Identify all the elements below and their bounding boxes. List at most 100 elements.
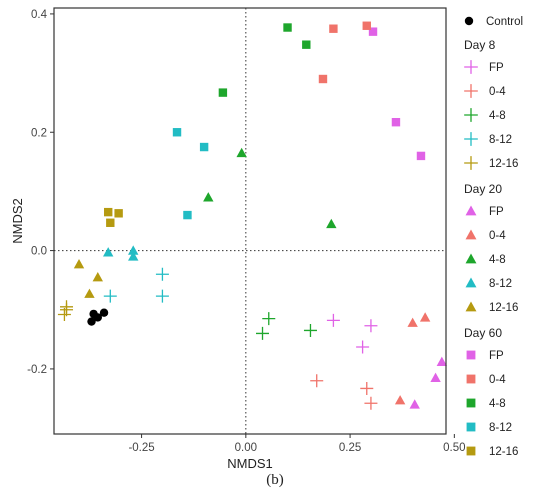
data-point [303, 323, 317, 337]
data-point [155, 289, 169, 303]
data-point [103, 247, 114, 257]
series-day-60-12-16 [104, 207, 123, 227]
data-point [84, 288, 95, 298]
legend-key [465, 253, 477, 264]
legend-item-label: 4-8 [489, 254, 506, 266]
plot-panel-border [53, 7, 447, 435]
y-tick-label: 0.0 [31, 246, 47, 258]
data-point [99, 308, 109, 317]
data-point [391, 117, 401, 127]
data-point [103, 289, 117, 303]
data-point [419, 312, 431, 322]
data-point [155, 267, 169, 281]
legend-item-label: 0-4 [489, 86, 506, 98]
legend-item-label: 4-8 [489, 398, 506, 410]
series-day-60-8-12 [172, 128, 209, 220]
legend-key [466, 350, 476, 360]
legend-group-title: Day 8 [464, 38, 496, 52]
data-point [283, 23, 292, 32]
legend-item-label: 12-16 [489, 446, 518, 458]
legend-item-label: 4-8 [489, 110, 506, 122]
data-point [104, 207, 113, 217]
series-day-60-fp [368, 27, 426, 161]
legend-item-label: FP [489, 350, 504, 362]
legend-item-label: FP [489, 206, 504, 218]
data-point [368, 27, 378, 36]
data-point [93, 313, 102, 322]
data-point [172, 128, 182, 137]
series-day-20-4-8 [203, 147, 337, 229]
data-point [407, 317, 418, 327]
data-point [60, 303, 74, 317]
data-point [326, 313, 340, 327]
data-point [318, 74, 328, 84]
legend-key [466, 374, 476, 384]
data-point [436, 356, 448, 366]
data-point [183, 210, 192, 220]
legend-key [464, 60, 478, 74]
legend-item-label: 0-4 [489, 230, 506, 242]
legend-label-control: Control [486, 16, 523, 28]
data-point [128, 245, 139, 255]
y-tick-label: 0.4 [31, 9, 48, 21]
data-point [203, 192, 214, 202]
data-point [364, 319, 378, 333]
series-day-8-0-4 [310, 374, 378, 410]
series-control [87, 308, 109, 326]
legend-key [466, 398, 476, 408]
legend-item-label: 12-16 [489, 302, 518, 314]
data-point [73, 258, 85, 269]
data-point [326, 218, 337, 229]
data-point [356, 340, 370, 354]
legend-key [464, 156, 478, 170]
series-day-20-0-4 [394, 312, 431, 405]
series-day-20-12-16 [73, 258, 103, 298]
y-axis-label: NMDS2 [10, 198, 25, 244]
legend: Control Day 8 FP 0-4 4-8 8-12 12-16 Day 20 FP 0-4… [464, 16, 523, 458]
data-point [256, 326, 270, 340]
data-point [236, 147, 247, 158]
legend-item-label: 8-12 [489, 422, 512, 434]
series-day-8-fp [326, 313, 378, 354]
data-point [262, 312, 276, 326]
data-point [114, 209, 123, 218]
legend-key [465, 301, 477, 312]
data-point [362, 21, 371, 30]
legend-item-label: 8-12 [489, 278, 512, 290]
series-day-60-0-4 [318, 21, 371, 84]
series-day-8-8-12 [103, 267, 169, 303]
data-point [394, 395, 406, 405]
data-point [302, 40, 311, 49]
data-point [364, 396, 378, 410]
legend-item-label: FP [489, 62, 504, 74]
figure-caption: (b) [266, 472, 284, 488]
legend-key [464, 108, 478, 122]
data-point [106, 218, 115, 227]
x-tick-label: -0.25 [128, 442, 154, 454]
legend-key [464, 84, 478, 98]
axes: -0.25 0.00 0.25 0.50 -0.2 0.0 0.2 0.4 NMDS1 NMDS2 [10, 7, 466, 471]
y-tick-label: -0.2 [27, 364, 47, 376]
legend-group-title: Day 20 [464, 182, 502, 196]
legend-item-label: 0-4 [489, 374, 506, 386]
plot-area [54, 8, 448, 434]
x-tick-label: 0.00 [235, 442, 257, 454]
series-day-20-8-12 [103, 245, 139, 261]
legend-key [465, 277, 477, 288]
y-tick-label: 0.2 [31, 127, 47, 139]
data-point [416, 151, 426, 161]
legend-key [466, 446, 476, 456]
data-point [430, 372, 441, 382]
data-point [199, 142, 209, 152]
legend-key [464, 132, 478, 146]
legend-item-label: 12-16 [489, 158, 518, 170]
x-axis-label: NMDS1 [227, 456, 273, 471]
series-day-8-12-16 [57, 300, 74, 321]
data-point [360, 381, 374, 395]
legend-group-title: Day 60 [464, 326, 502, 340]
legend-item-label: 8-12 [489, 134, 512, 146]
series-day-60-4-8 [218, 23, 311, 97]
data-point [87, 317, 96, 326]
legend-key-control [464, 16, 474, 26]
